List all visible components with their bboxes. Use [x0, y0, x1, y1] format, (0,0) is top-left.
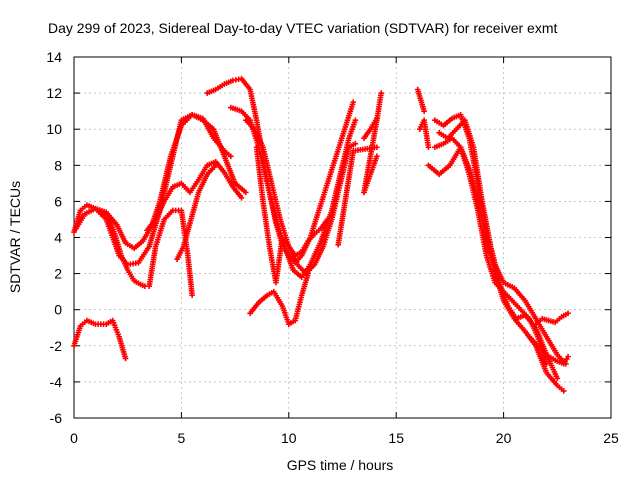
- y-tick-label: 12: [46, 85, 62, 101]
- series-sat-o: [335, 144, 380, 248]
- grid-lines: [74, 57, 611, 418]
- y-tick-label: 14: [46, 49, 62, 65]
- series-sat-s: [432, 111, 569, 367]
- x-tick-label: 10: [281, 430, 297, 446]
- data-point: [243, 189, 249, 196]
- x-tick-label: 25: [603, 430, 619, 446]
- series-sat-i: [253, 144, 331, 286]
- series-sat-p: [414, 86, 427, 114]
- data-point: [238, 194, 245, 201]
- series-sat-q: [417, 117, 432, 151]
- data-point: [565, 353, 571, 360]
- y-tick-label: 6: [54, 193, 62, 209]
- data-point: [122, 355, 129, 362]
- x-tick-label: 20: [496, 430, 512, 446]
- data-point: [374, 144, 380, 151]
- data-point: [324, 216, 331, 223]
- y-axis-label: SDTVAR / TECUs: [7, 181, 23, 293]
- data-point: [554, 375, 561, 382]
- data-point: [374, 115, 380, 122]
- series-sat-j: [247, 270, 311, 327]
- data-point: [425, 144, 432, 151]
- series-sat-n: [361, 153, 380, 196]
- data-point: [565, 310, 571, 317]
- data-point: [378, 90, 384, 96]
- y-tick-label: 10: [46, 121, 62, 137]
- data-point: [352, 140, 359, 147]
- data-point: [189, 292, 195, 299]
- series-sat-h: [243, 117, 359, 277]
- series-sat-k: [71, 317, 129, 362]
- x-tick-label: 0: [70, 430, 78, 446]
- data-point: [352, 117, 359, 123]
- y-tick-label: 8: [54, 157, 62, 173]
- y-tick-labels: -6 -4 -2 0 2 4 6 8 10 12 14: [46, 49, 62, 426]
- series-sat-v: [533, 310, 571, 327]
- data-point: [212, 162, 219, 169]
- axis-ticks: [73, 56, 612, 419]
- y-tick-label: 0: [54, 302, 62, 318]
- series-sat-l: [361, 90, 384, 196]
- y-tick-label: -4: [50, 374, 63, 390]
- data-point: [374, 153, 380, 160]
- data-point: [421, 108, 427, 114]
- y-tick-label: 2: [54, 266, 62, 282]
- chart-title: Day 299 of 2023, Sidereal Day-to-day VTE…: [48, 20, 557, 36]
- series-sat-m: [361, 115, 380, 142]
- x-axis-label: GPS time / hours: [287, 457, 394, 473]
- data-series: [71, 75, 571, 394]
- y-tick-label: 4: [54, 230, 62, 246]
- data-point: [350, 99, 357, 105]
- series-sat-u: [432, 135, 550, 367]
- x-tick-label: 15: [388, 430, 404, 446]
- data-point: [305, 270, 311, 277]
- y-tick-label: -2: [50, 338, 63, 354]
- data-point: [543, 361, 550, 367]
- data-point: [228, 153, 234, 160]
- series-sat-e: [174, 162, 219, 262]
- x-tick-label: 5: [178, 430, 186, 446]
- series-sat-d: [144, 158, 245, 234]
- data-point: [560, 388, 567, 394]
- series-sat-a: [71, 111, 234, 268]
- y-tick-label: -6: [50, 410, 63, 426]
- series-sat-w: [526, 333, 571, 367]
- x-tick-labels: 0 5 10 15 20 25: [70, 430, 619, 446]
